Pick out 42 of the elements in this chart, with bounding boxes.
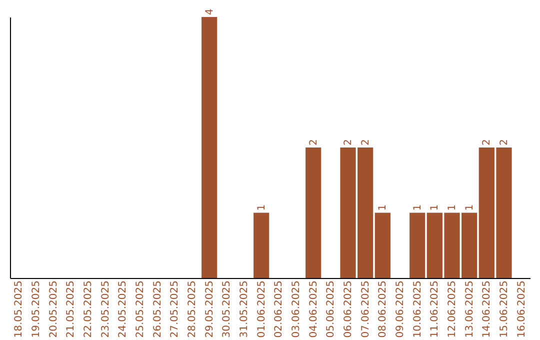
- data-label: 1: [412, 204, 424, 211]
- x-tick-label: 14.06.2025: [482, 280, 493, 338]
- data-label: 1: [378, 204, 389, 211]
- data-label: 2: [308, 139, 320, 146]
- data-label: 2: [482, 139, 493, 146]
- x-tick-label: 23.05.2025: [100, 280, 112, 338]
- data-label: 1: [464, 204, 476, 211]
- x-tick-label: 07.06.2025: [360, 280, 372, 338]
- x-tick-label: 22.05.2025: [83, 280, 94, 338]
- x-tick-label: 19.05.2025: [31, 280, 42, 338]
- data-label: 4: [204, 8, 216, 15]
- data-label: 2: [343, 139, 354, 146]
- x-tick-label: 13.06.2025: [464, 280, 476, 338]
- x-tick-label: 28.05.2025: [187, 280, 198, 338]
- x-tick-label: 26.05.2025: [152, 280, 164, 338]
- x-tick-label: 24.05.2025: [118, 280, 129, 338]
- x-tick-label: 11.06.2025: [430, 280, 441, 338]
- x-tick-label: 09.06.2025: [395, 280, 406, 338]
- x-tick-label: 16.06.2025: [516, 280, 528, 338]
- x-tick-label: 29.05.2025: [204, 280, 216, 338]
- x-tick-label: 30.05.2025: [222, 280, 233, 338]
- data-label: 1: [256, 204, 268, 211]
- x-tick-label: 18.05.2025: [14, 280, 25, 338]
- data-label: 1: [430, 204, 441, 211]
- x-tick-label: 03.06.2025: [291, 280, 302, 338]
- x-tick-label: 05.06.2025: [326, 280, 337, 338]
- data-label: 2: [499, 139, 510, 146]
- x-tick-label: 15.06.2025: [499, 280, 510, 338]
- x-tick-label: 08.06.2025: [378, 280, 389, 338]
- data-label: 2: [360, 139, 372, 146]
- x-tick-label: 04.06.2025: [308, 280, 320, 338]
- x-tick-label: 21.05.2025: [66, 280, 77, 338]
- x-tick-label: 06.06.2025: [343, 280, 354, 338]
- x-tick-label: 01.06.2025: [256, 280, 268, 338]
- x-tick-label: 20.05.2025: [48, 280, 60, 338]
- x-tick-label: 02.06.2025: [274, 280, 285, 338]
- x-tick-label: 25.05.2025: [135, 280, 146, 338]
- x-tick-label: 27.05.2025: [170, 280, 181, 338]
- data-label: 1: [447, 204, 458, 211]
- x-tick-label: 31.05.2025: [239, 280, 250, 338]
- x-tick-label: 10.06.2025: [412, 280, 424, 338]
- x-tick-label: 12.06.2025: [447, 280, 458, 338]
